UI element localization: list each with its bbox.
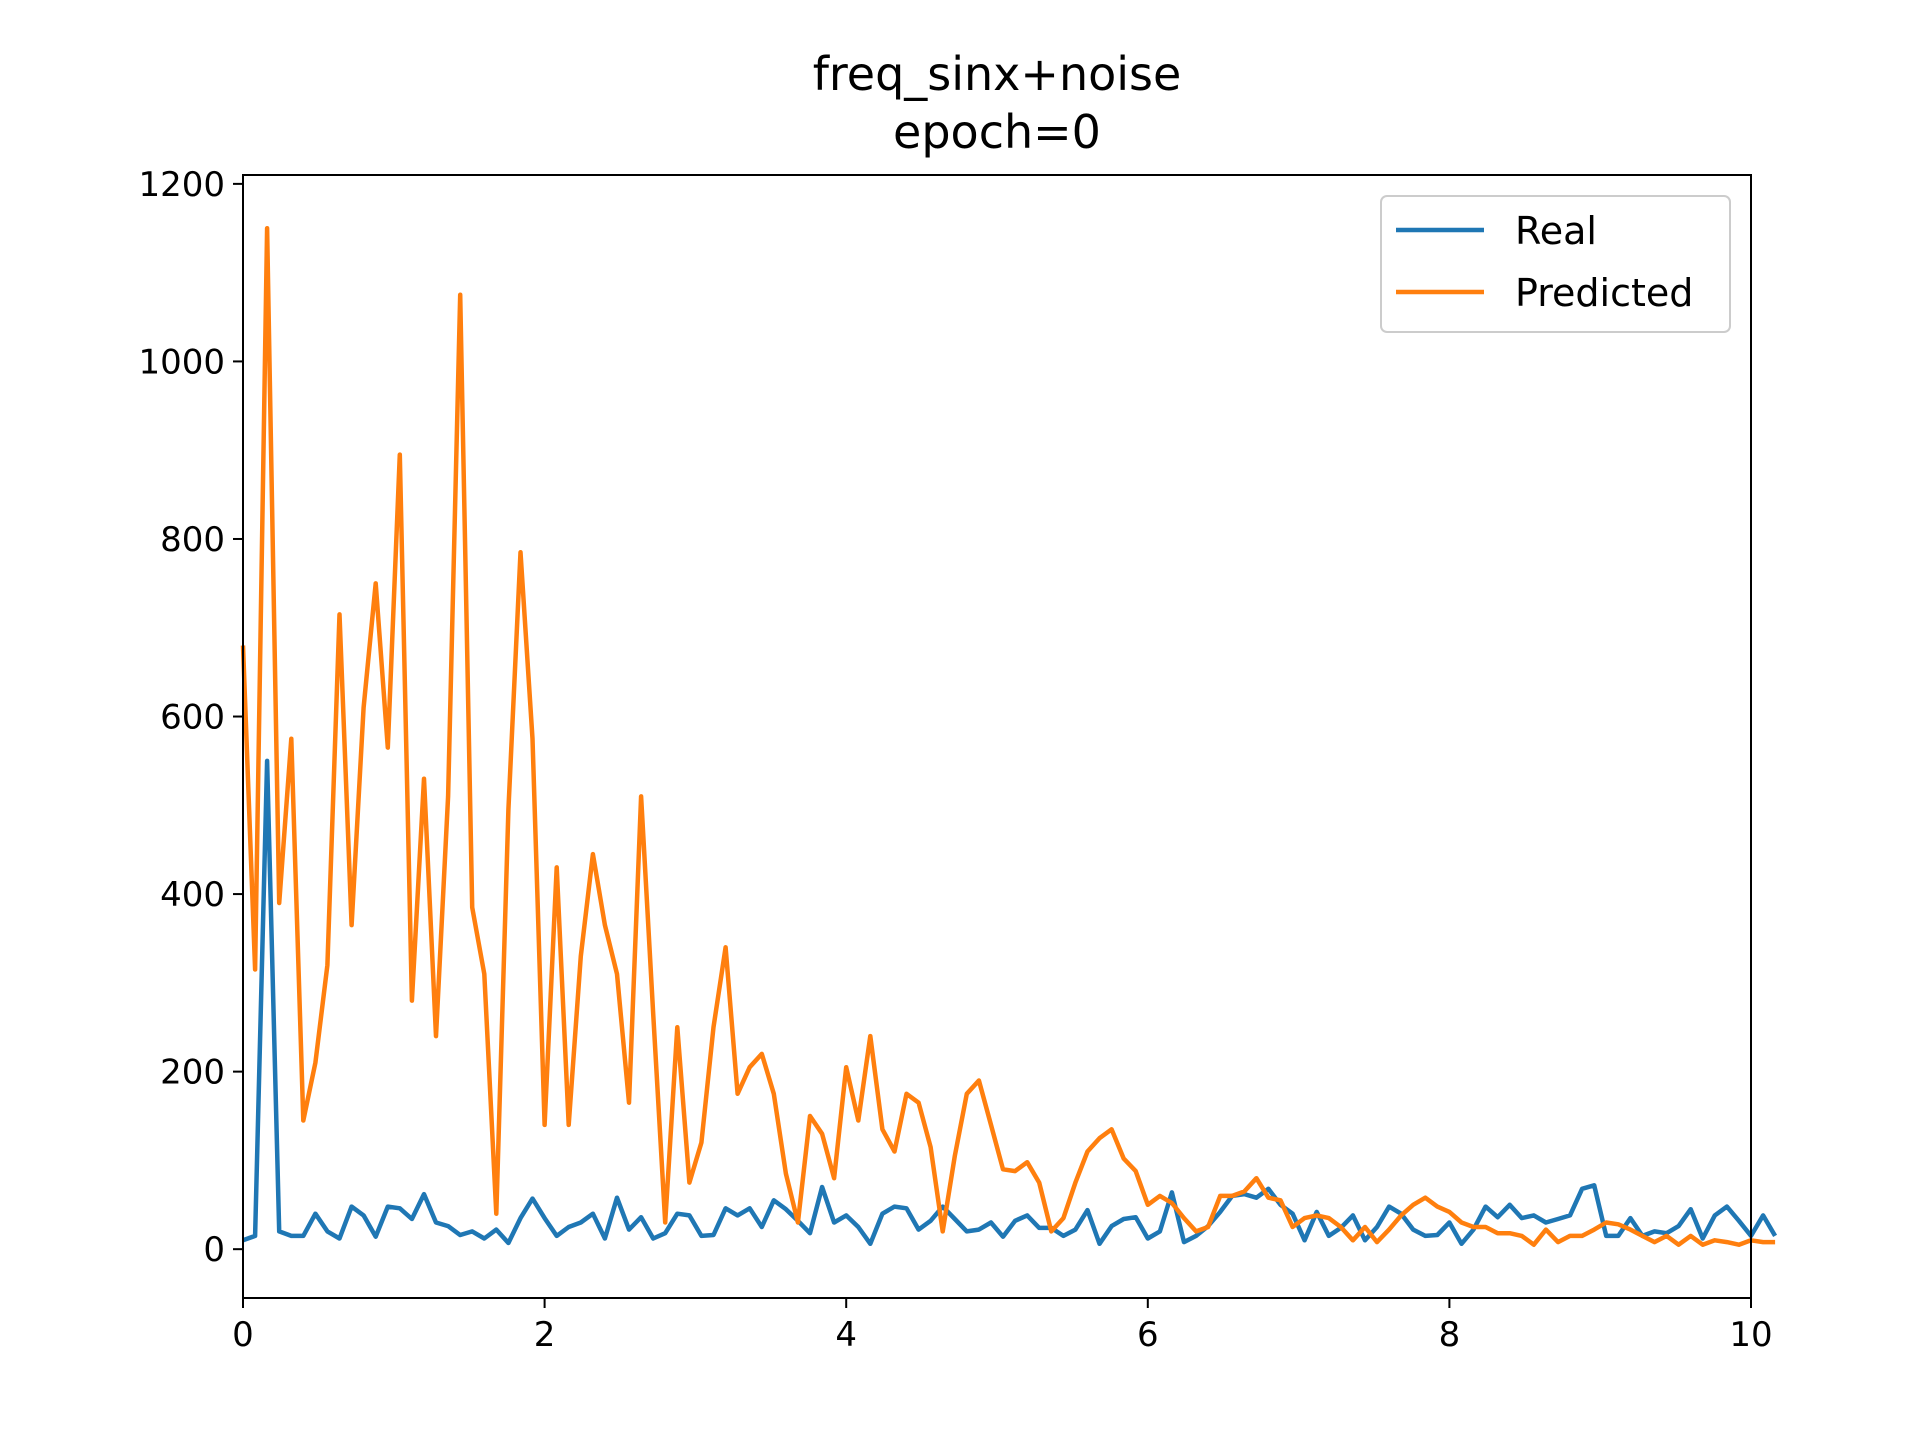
x-tick-label: 10 <box>1729 1315 1772 1355</box>
series-line-predicted <box>240 226 1776 1247</box>
series-line-real <box>242 758 1778 1247</box>
plot-series <box>240 226 1778 1247</box>
legend-label-real: Real <box>1515 209 1597 253</box>
y-tick-label: 0 <box>203 1230 225 1270</box>
y-tick-label: 1200 <box>138 165 225 205</box>
y-axis-ticks: 0 200 400 600 800 1000 1200 <box>138 165 243 1270</box>
x-tick-label: 2 <box>534 1315 556 1355</box>
x-tick-label: 6 <box>1137 1315 1159 1355</box>
y-tick-label: 600 <box>160 698 225 738</box>
legend-label-predicted: Predicted <box>1515 271 1693 315</box>
x-tick-label: 0 <box>232 1315 254 1355</box>
legend: Real Predicted <box>1380 195 1731 333</box>
chart-title: freq_sinx+noise <box>813 47 1182 101</box>
x-tick-label: 4 <box>835 1315 857 1355</box>
y-tick-label: 400 <box>160 875 225 915</box>
plot-frame <box>242 174 1752 1299</box>
y-tick-label: 200 <box>160 1053 225 1093</box>
y-tick-label: 1000 <box>138 342 225 382</box>
chart-subtitle: epoch=0 <box>893 105 1101 159</box>
y-tick-label: 800 <box>160 520 225 560</box>
x-tick-label: 8 <box>1439 1315 1461 1355</box>
x-axis-ticks: 0 2 4 6 8 10 <box>232 1298 1773 1355</box>
